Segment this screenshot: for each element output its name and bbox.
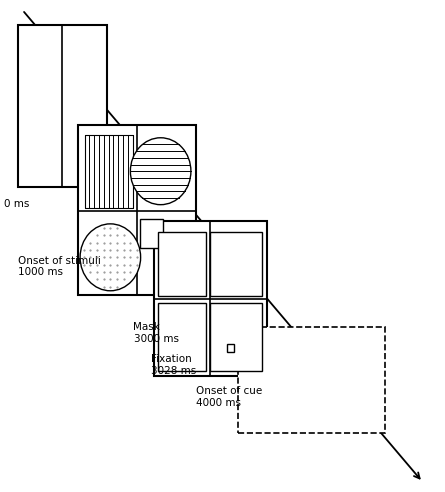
Bar [18, 25, 107, 187]
Circle shape [130, 138, 191, 205]
Bar [227, 344, 234, 352]
Text: Fixation
3028 ms: Fixation 3028 ms [151, 354, 197, 376]
Bar [210, 303, 262, 371]
Circle shape [80, 224, 141, 291]
Bar [140, 219, 163, 248]
Bar [158, 232, 206, 296]
Bar [154, 221, 267, 376]
Text: Mask
3000 ms: Mask 3000 ms [134, 322, 178, 344]
Text: Onset of cue
4000 ms: Onset of cue 4000 ms [196, 386, 262, 408]
Bar [85, 135, 133, 208]
Bar [238, 327, 385, 433]
Text: 0 ms: 0 ms [4, 199, 30, 209]
Bar [78, 125, 196, 295]
Text: Onset of stimuli
1000 ms: Onset of stimuli 1000 ms [18, 256, 101, 277]
Bar [158, 303, 206, 371]
Bar [210, 232, 262, 296]
